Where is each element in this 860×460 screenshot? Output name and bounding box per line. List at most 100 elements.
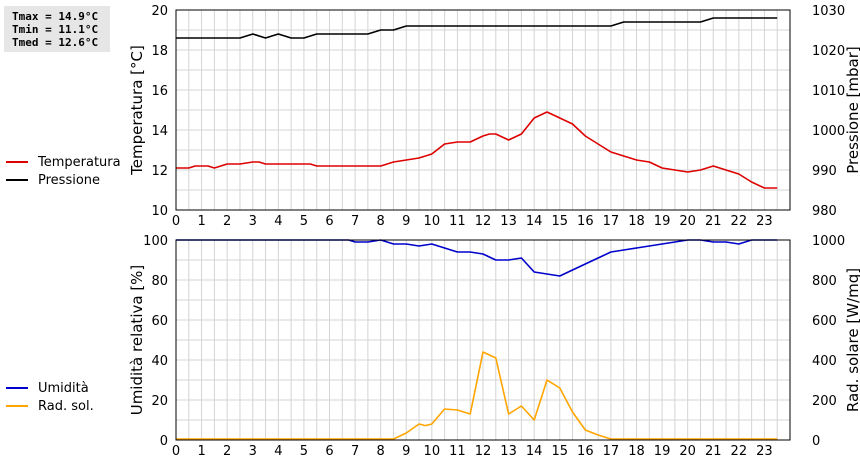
bottom-chart-radiation-line [176, 351, 778, 440]
legend-label-pressure: Pressione [38, 172, 101, 188]
legend-item-pressure: Pressione [6, 171, 121, 189]
legend-swatch-radiation [6, 405, 28, 407]
tmax-label: Tmax = 14.9°C [12, 10, 99, 23]
bottom-chart-y2label: Rad. solare [W/mq] [844, 268, 860, 412]
bottom-chart-x-tick-label: 11 [449, 444, 466, 459]
bottom-chart-x-tick-label: 4 [274, 444, 282, 459]
bottom-chart-legend: Umidità Rad. sol. [6, 379, 94, 415]
bottom-chart-x-tick-label: 7 [351, 444, 359, 459]
tmin-label: Tmin = 11.1°C [12, 23, 99, 36]
top-chart-x-tick-label: 6 [325, 214, 333, 229]
bottom-chart-x-tick-label: 17 [603, 444, 620, 459]
top-chart-x-tick-label: 17 [603, 214, 620, 229]
bottom-chart-y-tick-label: 40 [151, 354, 168, 369]
top-chart-x-tick-label: 0 [172, 214, 180, 229]
bottom-chart-frame [175, 239, 791, 441]
bottom-chart-y2-tick-label: 0 [812, 434, 820, 449]
legend-label-radiation: Rad. sol. [38, 398, 94, 414]
bottom-chart-x-tick-label: 9 [402, 444, 410, 459]
top-chart-y-tick-label: 12 [151, 164, 168, 179]
top-chart-x-tick-label: 8 [377, 214, 385, 229]
bottom-chart-humidity-line [176, 239, 778, 277]
top-chart-x-tick-label: 21 [705, 214, 722, 229]
bottom-chart-x-tick-label: 0 [172, 444, 180, 459]
legend-swatch-temperature [6, 161, 28, 163]
bottom-chart-x-tick-label: 13 [500, 444, 517, 459]
top-chart-legend: Temperatura Pressione [6, 153, 121, 189]
bottom-chart-x-tick-label: 22 [731, 444, 748, 459]
top-chart-x-tick-label: 10 [424, 214, 441, 229]
bottom-chart-x-tick-label: 21 [705, 444, 722, 459]
top-chart-y2-tick-label: 1010 [812, 84, 845, 99]
top-chart-y-tick-label: 18 [151, 44, 168, 59]
top-chart-x-tick-label: 14 [526, 214, 543, 229]
bottom-chart-y-tick-label: 100 [143, 234, 168, 249]
top-chart-y-tick-label: 20 [151, 4, 168, 19]
bottom-chart-x-tick-label: 8 [377, 444, 385, 459]
top-chart-x-tick-label: 7 [351, 214, 359, 229]
top-chart-y-tick-label: 14 [151, 124, 168, 139]
bottom-chart-x-tick-label: 18 [628, 444, 645, 459]
top-chart-y2-tick-label: 1020 [812, 44, 845, 59]
legend-swatch-pressure [6, 179, 28, 181]
legend-label-temperature: Temperatura [38, 154, 121, 170]
bottom-chart-x-tick-label: 23 [756, 444, 773, 459]
bottom-chart-y2-tick-label: 400 [812, 354, 837, 369]
bottom-chart-y-tick-label: 60 [151, 314, 168, 329]
top-chart-x-tick-label: 15 [551, 214, 568, 229]
bottom-chart-y2-tick-label: 800 [812, 274, 837, 289]
bottom-chart-x-tick-label: 12 [475, 444, 492, 459]
bottom-chart-x-tick-label: 16 [577, 444, 594, 459]
top-chart-y2label: Pressione [mbar] [844, 46, 860, 174]
top-chart-x-tick-label: 1 [197, 214, 205, 229]
legend-item-radiation: Rad. sol. [6, 397, 94, 415]
bottom-chart-x-tick-label: 3 [249, 444, 257, 459]
top-chart-x-tick-label: 11 [449, 214, 466, 229]
bottom-chart-ylabel: Umidità relativa [%] [128, 265, 146, 416]
legend-swatch-humidity [6, 387, 28, 389]
top-chart-x-tick-label: 12 [475, 214, 492, 229]
top-chart-x-tick-label: 5 [300, 214, 308, 229]
top-chart-x-tick-label: 20 [679, 214, 696, 229]
bottom-chart-x-tick-label: 2 [223, 444, 231, 459]
top-chart-x-tick-label: 4 [274, 214, 282, 229]
legend-item-temperature: Temperatura [6, 153, 121, 171]
bottom-chart-x-tick-label: 19 [654, 444, 671, 459]
top-chart-x-tick-label: 18 [628, 214, 645, 229]
stats-box: Tmax = 14.9°C Tmin = 11.1°C Tmed = 12.6°… [4, 6, 110, 52]
bottom-chart-y-tick-label: 80 [151, 274, 168, 289]
bottom-chart-x-tick-label: 20 [679, 444, 696, 459]
bottom-chart-y2-tick-label: 1000 [812, 234, 845, 249]
bottom-chart-y-tick-label: 20 [151, 394, 168, 409]
top-chart-frame [175, 9, 791, 211]
top-chart-y2-tick-label: 980 [812, 204, 837, 219]
bottom-chart-y2-tick-label: 600 [812, 314, 837, 329]
top-chart-y2-tick-label: 990 [812, 164, 837, 179]
bottom-chart-x-tick-label: 10 [424, 444, 441, 459]
bottom-chart-x-tick-label: 5 [300, 444, 308, 459]
bottom-chart-x-tick-label: 1 [197, 444, 205, 459]
top-chart-pressure-line [176, 17, 778, 39]
bottom-chart-x-tick-label: 6 [325, 444, 333, 459]
legend-item-humidity: Umidità [6, 379, 94, 397]
bottom-chart-y-tick-label: 0 [160, 434, 168, 449]
top-chart-x-tick-label: 22 [731, 214, 748, 229]
top-chart-ylabel: Temperatura [°C] [128, 45, 146, 176]
top-chart-x-tick-label: 3 [249, 214, 257, 229]
bottom-chart-y2-tick-label: 200 [812, 394, 837, 409]
top-chart-x-tick-label: 23 [756, 214, 773, 229]
top-chart-x-tick-label: 2 [223, 214, 231, 229]
bottom-chart-x-tick-label: 15 [551, 444, 568, 459]
top-chart-y-tick-label: 10 [151, 204, 168, 219]
tmed-label: Tmed = 12.6°C [12, 36, 99, 49]
legend-label-humidity: Umidità [38, 380, 89, 396]
bottom-chart-x-tick-label: 14 [526, 444, 543, 459]
top-chart-temperature-line [176, 111, 778, 189]
top-chart-x-tick-label: 19 [654, 214, 671, 229]
top-chart-x-tick-label: 13 [500, 214, 517, 229]
top-chart-x-tick-label: 16 [577, 214, 594, 229]
top-chart-x-tick-label: 9 [402, 214, 410, 229]
top-chart-y2-tick-label: 1030 [812, 4, 845, 19]
top-chart-y2-tick-label: 1000 [812, 124, 845, 139]
